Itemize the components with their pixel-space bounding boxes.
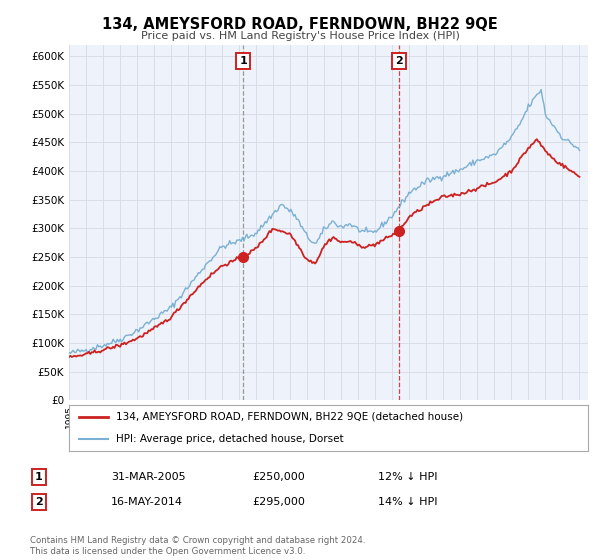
Text: HPI: Average price, detached house, Dorset: HPI: Average price, detached house, Dors… (116, 434, 343, 444)
Text: Contains HM Land Registry data © Crown copyright and database right 2024.: Contains HM Land Registry data © Crown c… (30, 536, 365, 545)
Text: 2: 2 (395, 56, 403, 66)
Text: 16-MAY-2014: 16-MAY-2014 (111, 497, 183, 507)
Text: 31-MAR-2005: 31-MAR-2005 (111, 472, 185, 482)
Text: £250,000: £250,000 (252, 472, 305, 482)
Text: 2: 2 (35, 497, 43, 507)
Text: 134, AMEYSFORD ROAD, FERNDOWN, BH22 9QE (detached house): 134, AMEYSFORD ROAD, FERNDOWN, BH22 9QE … (116, 412, 463, 422)
Text: Price paid vs. HM Land Registry's House Price Index (HPI): Price paid vs. HM Land Registry's House … (140, 31, 460, 41)
Text: 14% ↓ HPI: 14% ↓ HPI (378, 497, 437, 507)
Text: 12% ↓ HPI: 12% ↓ HPI (378, 472, 437, 482)
Text: 1: 1 (239, 56, 247, 66)
Text: 134, AMEYSFORD ROAD, FERNDOWN, BH22 9QE: 134, AMEYSFORD ROAD, FERNDOWN, BH22 9QE (102, 17, 498, 32)
Text: £295,000: £295,000 (252, 497, 305, 507)
Text: This data is licensed under the Open Government Licence v3.0.: This data is licensed under the Open Gov… (30, 547, 305, 556)
Text: 1: 1 (35, 472, 43, 482)
